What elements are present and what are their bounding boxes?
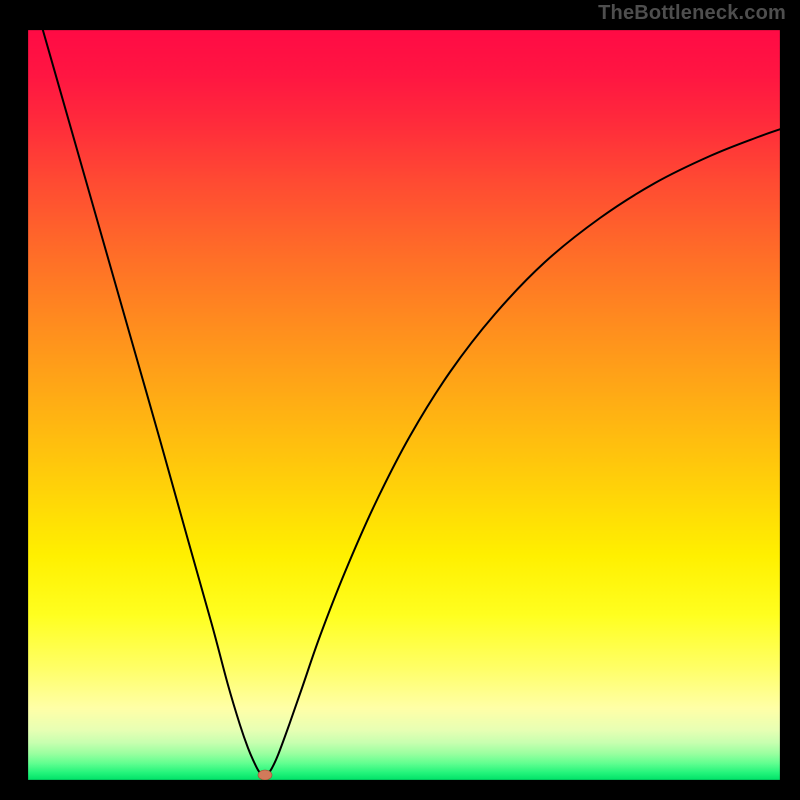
- chart-stage: TheBottleneck.com: [0, 0, 800, 800]
- frame-bar-right: [780, 0, 800, 800]
- curve-left-branch: [40, 20, 261, 774]
- minimum-marker: [258, 770, 272, 780]
- attribution-text: TheBottleneck.com: [598, 2, 786, 25]
- frame-bar-bottom: [0, 780, 800, 800]
- curve-overlay: [0, 0, 800, 800]
- curve-right-branch: [268, 126, 790, 774]
- frame-bar-left: [0, 0, 28, 800]
